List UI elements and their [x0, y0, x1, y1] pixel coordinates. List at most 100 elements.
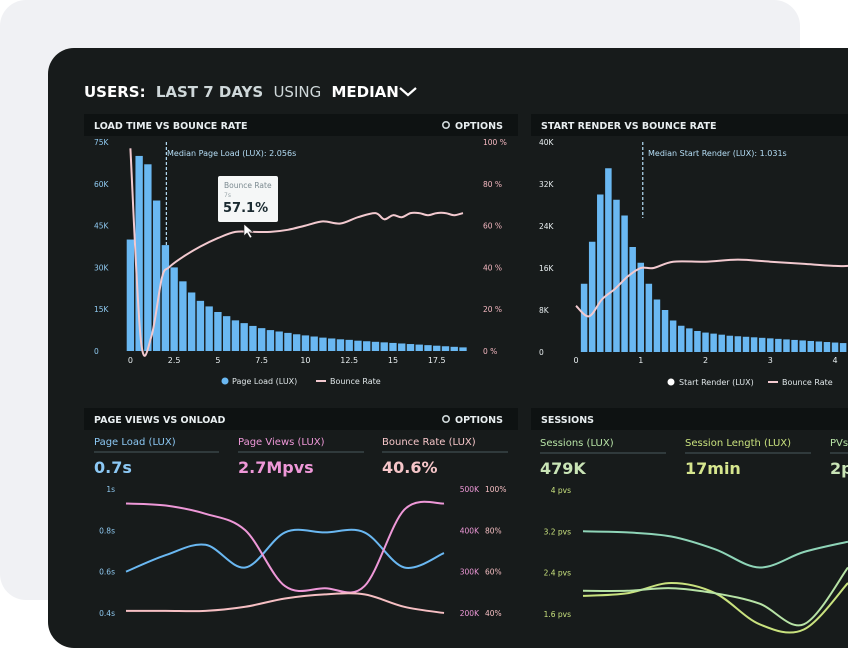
y-tick-right: 20 % [483, 305, 502, 314]
y-tick-left: 0 [539, 348, 544, 357]
bar-page-load [222, 316, 231, 351]
panel-load-header [84, 114, 518, 136]
chevron-down-icon[interactable] [399, 87, 417, 97]
x-tick: 3 [768, 356, 773, 365]
panel-sessions-title: SESSIONS [541, 415, 594, 426]
y-tick-mid: 300K [460, 568, 480, 577]
bar-page-load [266, 330, 275, 351]
svg-text:USERS: LAST 7 DAYS: USERS: LAST 7 DAYS USING MEDIAN [84, 83, 399, 101]
stat-value-page-views: 2.7Mpvs [238, 458, 314, 477]
title-using: USING [273, 83, 321, 101]
legend-bars-label: Page Load (LUX) [232, 377, 297, 386]
bar-page-load [196, 300, 205, 351]
x-tick: 5 [215, 356, 220, 365]
y-tick-left: 16K [539, 264, 555, 273]
y-tick-left: 24K [539, 222, 555, 231]
y-tick-right: 100% [485, 485, 506, 494]
stat-value-bounce-rate: 40.6% [382, 458, 438, 477]
y-tick-left: 8K [539, 306, 550, 315]
bar-start-render [734, 336, 742, 352]
bar-start-render [839, 343, 847, 352]
bar-page-load [406, 344, 415, 351]
y-tick-right: 80% [485, 526, 502, 535]
bar-page-load [231, 320, 240, 351]
bar-page-load [257, 328, 266, 351]
panel-load-title: LOAD TIME VS BOUNCE RATE [94, 121, 248, 132]
bar-page-load [450, 346, 458, 351]
bar-page-load [301, 335, 310, 351]
panel-load-options-button[interactable]: OPTIONS [441, 121, 503, 132]
bounce-rate-line [129, 148, 464, 357]
dashboard-canvas: USERS: LAST 7 DAYS USING MEDIAN LOAD TIM… [84, 83, 848, 634]
bar-page-load [354, 340, 362, 351]
title-metric: MEDIAN [331, 83, 398, 101]
options-label: OPTIONS [455, 415, 503, 426]
bar-start-render [823, 342, 831, 352]
bar-page-load [240, 323, 248, 351]
bar-start-render [588, 241, 596, 352]
legend-bars-swatch [221, 377, 229, 385]
bar-start-render [718, 334, 725, 352]
y-tick-left: 4 pvs [551, 486, 571, 495]
bounce-tooltip: Bounce Rate 7s 57.1% [218, 176, 278, 222]
tooltip-box [218, 176, 278, 222]
y-tick-right: 0 % [483, 347, 497, 356]
x-tick: 0 [128, 356, 133, 365]
bar-start-render [613, 199, 620, 352]
y-tick-mid: 200K [460, 609, 480, 618]
bar-page-load [249, 325, 257, 351]
bar-page-load [310, 336, 318, 351]
bar-start-render [807, 340, 815, 352]
y-tick-left: 45K [94, 222, 110, 231]
gear-icon [441, 414, 450, 423]
render-chart: 0 8K 16K 24K 32K 40K 0 1 2 3 4 [539, 138, 848, 365]
bar-start-render [597, 194, 604, 352]
bar-start-render [726, 335, 734, 352]
bar-page-load [433, 345, 441, 351]
y-tick-left: 60K [94, 180, 110, 189]
bar-page-load [424, 345, 432, 351]
stat-value-sessions: 479K [540, 459, 586, 478]
render-legend: Start Render (LUX) Bounce Rate [667, 378, 833, 387]
bar-page-load [293, 334, 301, 351]
bar-start-render [791, 339, 798, 352]
stat-label-pvs: PVs [830, 438, 848, 449]
load-chart: 0 15K 30K 45K 60K 75K 0 % 20 % 40 % 60 % 80 % 100 %… [94, 138, 507, 365]
bar-page-load [161, 245, 170, 351]
bar-start-render [758, 337, 766, 352]
y-tick-left: 30K [94, 263, 110, 272]
bar-start-render [815, 341, 823, 352]
page-load-line [125, 528, 445, 573]
y-tick-left: 15K [94, 305, 110, 314]
y-tick-right: 80 % [483, 180, 502, 189]
panel-pageviews-options-button[interactable]: OPTIONS [441, 414, 503, 426]
pvs-line [582, 566, 848, 627]
y-tick-left: 1.6 pvs [544, 610, 572, 619]
y-tick-mid: 400K [460, 526, 480, 535]
bar-page-load [319, 337, 327, 351]
y-tick-mid: 500K [460, 485, 480, 494]
bar-start-render [580, 283, 588, 352]
stat-label-sessions: Sessions (LUX) [540, 438, 614, 449]
bar-page-load [187, 292, 196, 351]
bounce-rate-line [575, 258, 848, 318]
bar-page-load [415, 344, 423, 351]
sessions-stats: Sessions (LUX) 479K Session Length (LUX)… [540, 438, 848, 478]
gear-icon [441, 121, 450, 130]
bar-page-load [363, 341, 371, 351]
x-tick: 4 [833, 356, 838, 365]
x-tick: 7.5 [255, 356, 268, 365]
bar-start-render [710, 333, 717, 352]
stat-label-bounce-rate: Bounce Rate (LUX) [382, 437, 476, 448]
load-legend: Page Load (LUX) Bounce Rate [221, 377, 381, 386]
y-tick-left: 0.4s [99, 609, 115, 618]
tooltip-sub: 7s [224, 192, 231, 199]
x-tick: 1 [638, 356, 643, 365]
y-tick-left: 32K [539, 180, 555, 189]
bar-page-load [345, 339, 353, 351]
stat-value-session-length: 17min [685, 459, 741, 478]
y-tick-left: 0 [94, 347, 99, 356]
bar-page-load [170, 267, 178, 351]
cursor-icon [243, 223, 254, 239]
dashboard-header[interactable]: USERS: LAST 7 DAYS USING MEDIAN [84, 83, 417, 101]
